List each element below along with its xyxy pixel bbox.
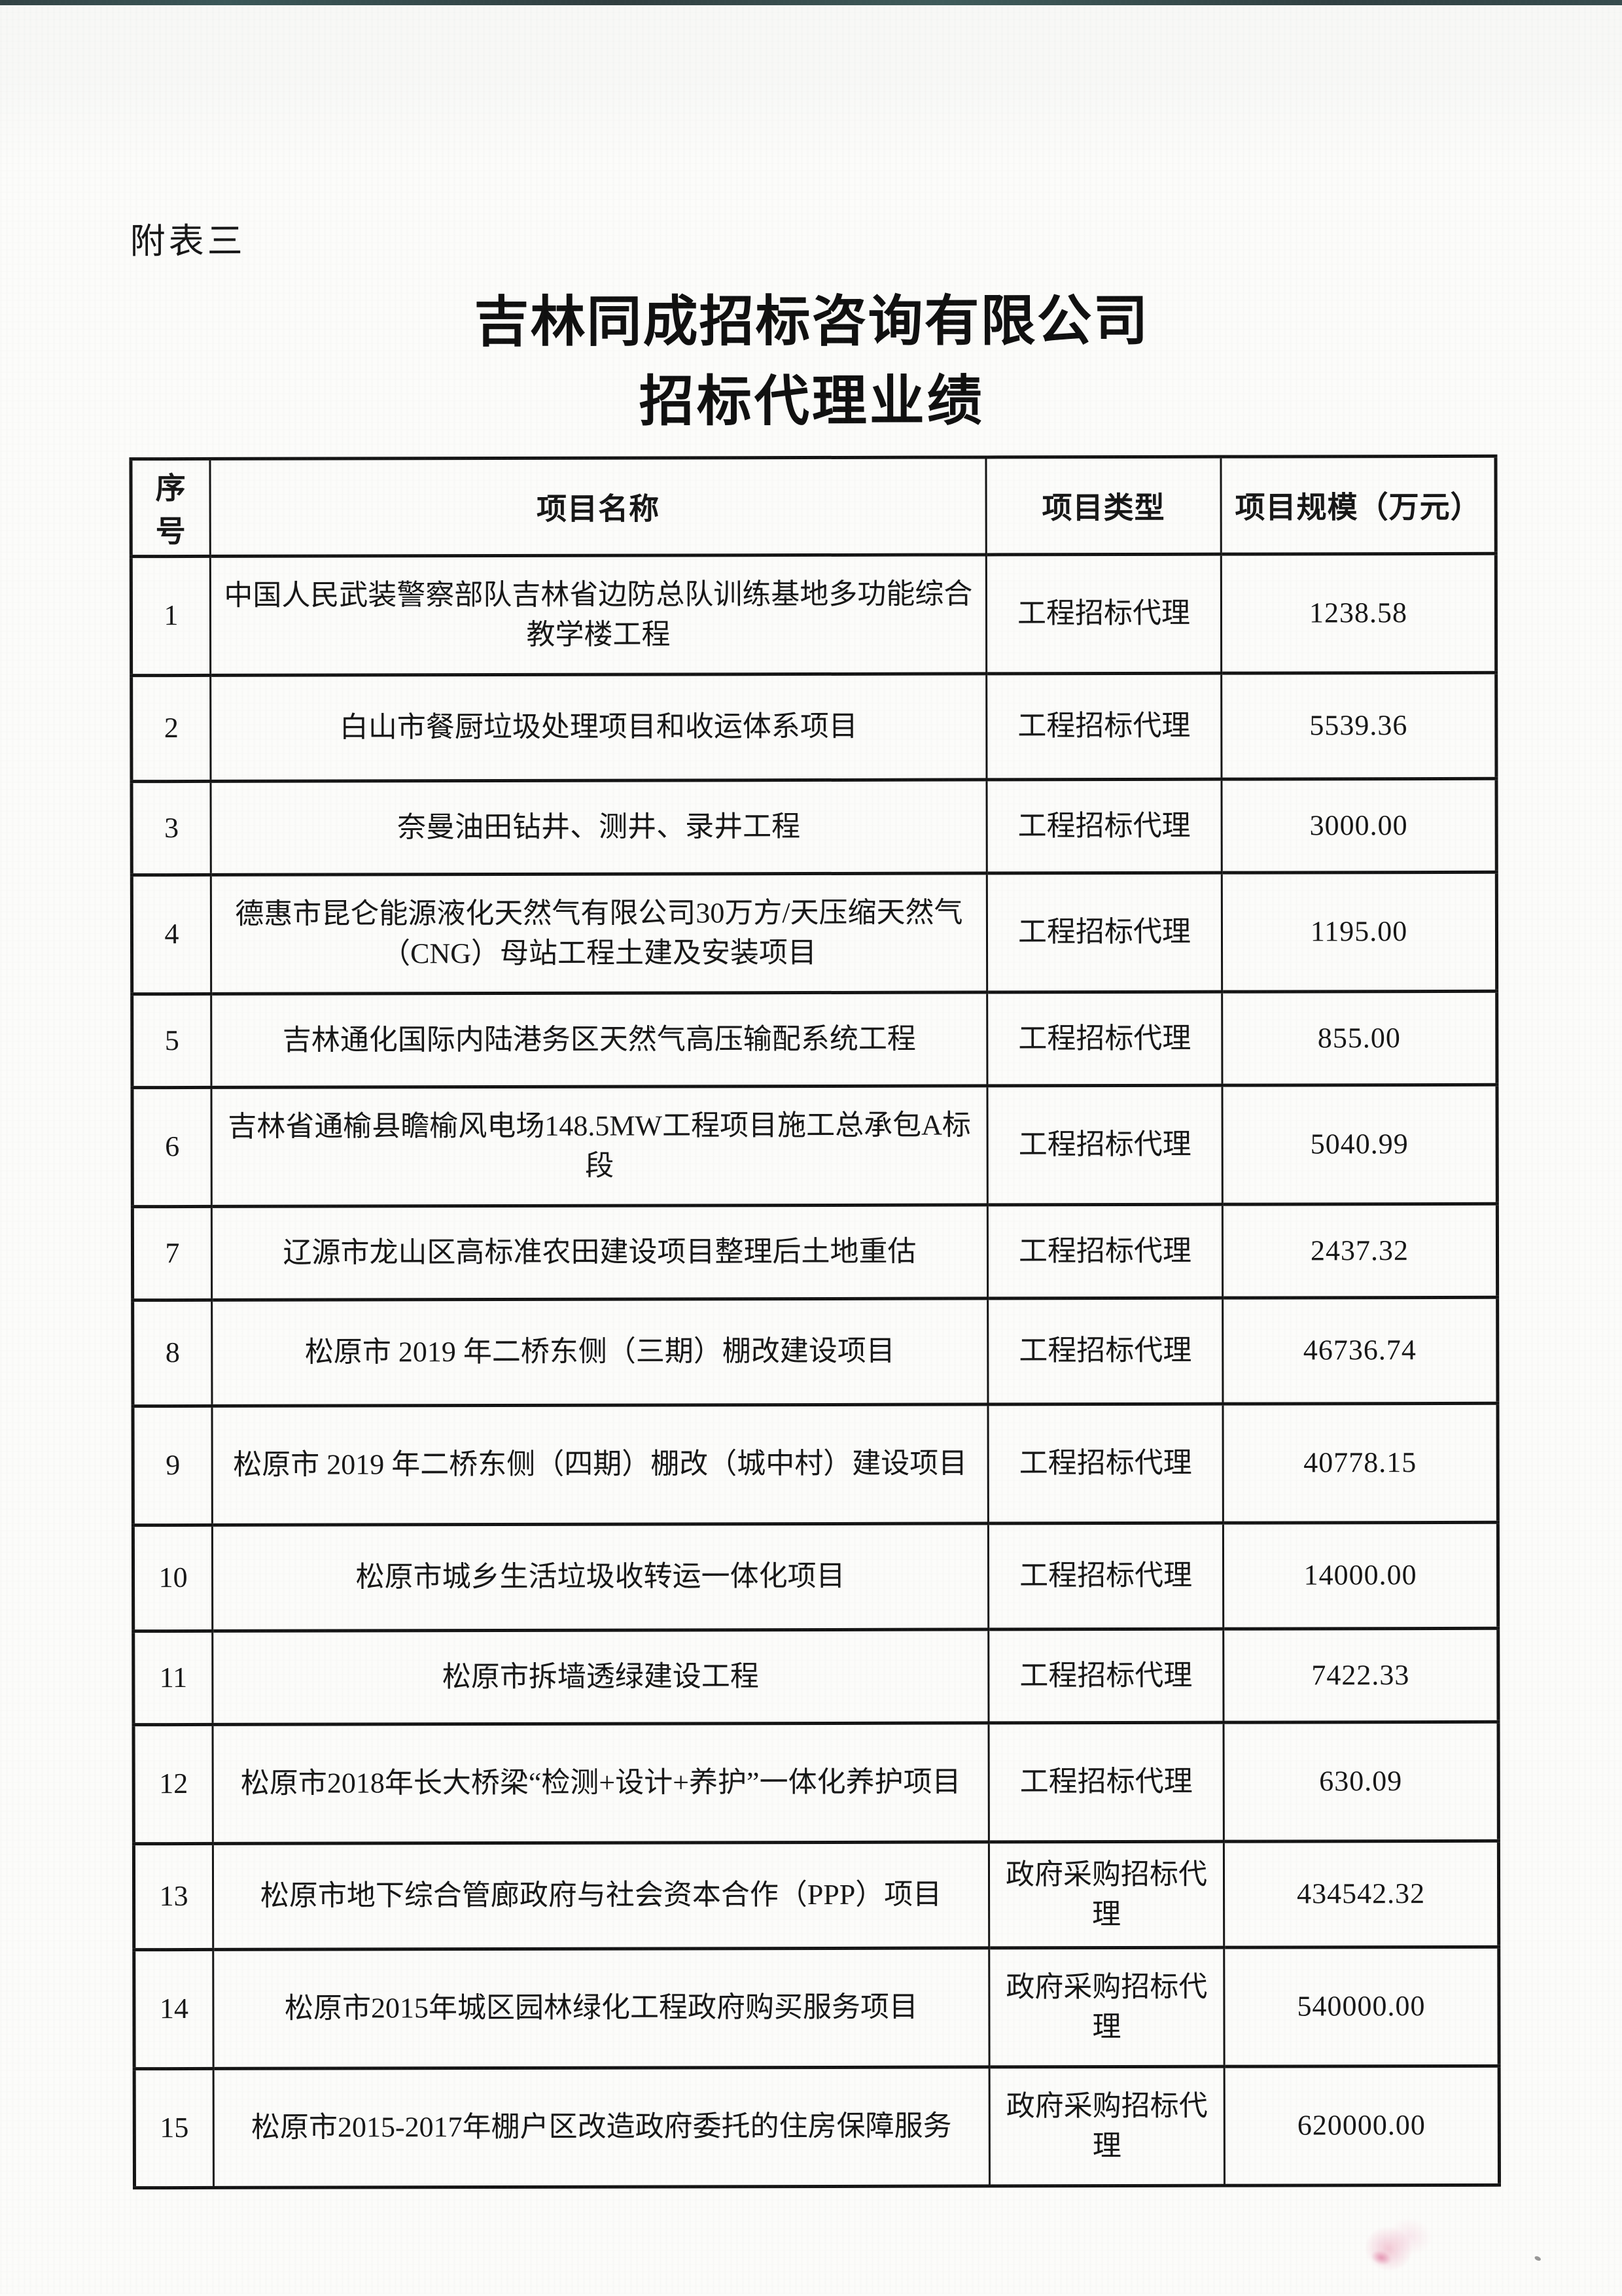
table-row: 3 奈曼油田钻井、测井、录井工程 工程招标代理 3000.00 bbox=[131, 778, 1497, 875]
cell-project-name: 吉林通化国际内陆港务区天然气高压输配系统工程 bbox=[211, 992, 987, 1088]
cell-index: 15 bbox=[134, 2068, 214, 2188]
cell-project-type: 政府采购招标代理 bbox=[989, 1947, 1225, 2067]
table-row: 5 吉林通化国际内陆港务区天然气高压输配系统工程 工程招标代理 855.00 bbox=[132, 991, 1497, 1088]
cell-project-name: 中国人民武装警察部队吉林省边防总队训练基地多功能综合教学楼工程 bbox=[210, 554, 987, 676]
cell-project-scale: 5539.36 bbox=[1221, 672, 1496, 780]
cell-project-type: 工程招标代理 bbox=[986, 779, 1222, 873]
cell-project-type: 工程招标代理 bbox=[986, 673, 1222, 780]
cell-project-type: 工程招标代理 bbox=[987, 1404, 1224, 1523]
cell-index: 12 bbox=[133, 1724, 213, 1844]
cell-project-scale: 1238.58 bbox=[1221, 553, 1496, 674]
cell-index: 10 bbox=[133, 1525, 213, 1631]
cell-index: 4 bbox=[132, 875, 211, 994]
pink-ink-smudge bbox=[1349, 2193, 1453, 2293]
cell-project-name: 松原市2015年城区园林绿化工程政府购买服务项目 bbox=[213, 1947, 990, 2069]
cell-project-type: 工程招标代理 bbox=[987, 1085, 1223, 1205]
table-row: 1 中国人民武装警察部队吉林省边防总队训练基地多功能综合教学楼工程 工程招标代理… bbox=[131, 553, 1496, 676]
header-project-name: 项目名称 bbox=[209, 457, 987, 557]
table-row: 8 松原市 2019 年二桥东侧（三期）棚改建设项目 工程招标代理 46736.… bbox=[132, 1297, 1498, 1406]
performance-table: 序号 项目名称 项目类型 项目规模（万元） 1 中国人民武装警察部队吉林省边防总… bbox=[129, 454, 1502, 2190]
cell-project-name: 松原市地下综合管廊政府与社会资本合作（PPP）项目 bbox=[213, 1841, 989, 1950]
cell-project-scale: 3000.00 bbox=[1221, 778, 1497, 873]
cell-project-scale: 620000.00 bbox=[1224, 2066, 1500, 2186]
table-row: 2 白山市餐厨垃圾处理项目和收运体系项目 工程招标代理 5539.36 bbox=[131, 672, 1496, 782]
cell-project-type: 工程招标代理 bbox=[989, 1722, 1224, 1842]
cell-project-scale: 540000.00 bbox=[1224, 1947, 1500, 2067]
scanner-edge-artifact bbox=[0, 0, 1622, 5]
cell-project-name: 松原市拆墙透绿建设工程 bbox=[212, 1629, 989, 1725]
cell-index: 6 bbox=[132, 1087, 212, 1207]
cell-project-type: 工程招标代理 bbox=[987, 873, 1222, 992]
cell-project-type: 政府采购招标代理 bbox=[989, 2066, 1225, 2186]
cell-index: 7 bbox=[132, 1206, 212, 1300]
document-subtitle: 招标代理业绩 bbox=[639, 370, 985, 432]
cell-project-name: 辽源市龙山区高标准农田建设项目整理后土地重估 bbox=[211, 1204, 988, 1300]
cell-project-type: 工程招标代理 bbox=[988, 1523, 1224, 1629]
header-project-type: 项目类型 bbox=[985, 457, 1222, 555]
cell-project-scale: 2437.32 bbox=[1222, 1204, 1498, 1298]
table-body: 1 中国人民武装警察部队吉林省边防总队训练基地多功能综合教学楼工程 工程招标代理… bbox=[131, 553, 1500, 2188]
cell-project-name: 德惠市昆仑能源液化天然气有限公司30万方/天压缩天然气（CNG）母站工程土建及安… bbox=[211, 873, 987, 994]
cell-index: 1 bbox=[131, 556, 211, 676]
cell-project-type: 政府采购招标代理 bbox=[989, 1841, 1224, 1948]
cell-project-name: 奈曼油田钻井、测井、录井工程 bbox=[210, 779, 987, 875]
cell-index: 14 bbox=[133, 1949, 214, 2069]
ink-speck bbox=[1534, 2255, 1542, 2262]
header-row: 序号 项目名称 项目类型 项目规模（万元） bbox=[130, 456, 1496, 557]
cell-project-name: 松原市 2019 年二桥东侧（四期）棚改（城中村）建设项目 bbox=[211, 1404, 989, 1525]
cell-project-name: 松原市 2019 年二桥东侧（三期）棚改建设项目 bbox=[211, 1298, 988, 1406]
table-row: 11 松原市拆墙透绿建设工程 工程招标代理 7422.33 bbox=[133, 1628, 1499, 1725]
header-project-scale: 项目规模（万元） bbox=[1220, 456, 1496, 555]
cell-index: 5 bbox=[132, 994, 211, 1088]
table-row: 4 德惠市昆仑能源液化天然气有限公司30万方/天压缩天然气（CNG）母站工程土建… bbox=[132, 872, 1497, 994]
table-row: 10 松原市城乡生活垃圾收转运一体化项目 工程招标代理 14000.00 bbox=[133, 1522, 1498, 1631]
cell-index: 9 bbox=[133, 1406, 213, 1525]
attachment-label: 附表三 bbox=[130, 221, 246, 262]
cell-project-type: 工程招标代理 bbox=[987, 1204, 1223, 1298]
table-header: 序号 项目名称 项目类型 项目规模（万元） bbox=[130, 456, 1496, 557]
cell-project-name: 松原市2015-2017年棚户区改造政府委托的住房保障服务 bbox=[213, 2066, 990, 2188]
cell-project-scale: 46736.74 bbox=[1222, 1297, 1498, 1404]
header-index: 序号 bbox=[130, 459, 211, 557]
cell-project-scale: 14000.00 bbox=[1223, 1522, 1498, 1629]
cell-project-name: 松原市城乡生活垃圾收转运一体化项目 bbox=[212, 1523, 989, 1631]
cell-index: 13 bbox=[133, 1843, 213, 1950]
cell-project-scale: 5040.99 bbox=[1222, 1085, 1498, 1205]
table-row: 6 吉林省通榆县瞻榆风电场148.5MW工程项目施工总承包A标段 工程招标代理 … bbox=[132, 1085, 1498, 1207]
cell-index: 11 bbox=[133, 1631, 213, 1725]
cell-project-type: 工程招标代理 bbox=[986, 554, 1222, 674]
cell-project-type: 工程招标代理 bbox=[987, 992, 1222, 1086]
cell-index: 3 bbox=[131, 781, 211, 875]
table-row: 9 松原市 2019 年二桥东侧（四期）棚改（城中村）建设项目 工程招标代理 4… bbox=[133, 1403, 1498, 1525]
table-row: 12 松原市2018年长大桥梁“检测+设计+养护”一体化养护项目 工程招标代理 … bbox=[133, 1722, 1499, 1844]
cell-project-name: 白山市餐厨垃圾处理项目和收运体系项目 bbox=[210, 673, 987, 782]
cell-project-type: 工程招标代理 bbox=[988, 1629, 1224, 1723]
cell-index: 2 bbox=[131, 675, 211, 782]
cell-project-scale: 434542.32 bbox=[1224, 1841, 1499, 1948]
cell-project-scale: 855.00 bbox=[1222, 991, 1497, 1086]
cell-project-scale: 40778.15 bbox=[1222, 1403, 1498, 1523]
cell-project-scale: 7422.33 bbox=[1223, 1628, 1499, 1723]
table-row: 13 松原市地下综合管廊政府与社会资本合作（PPP）项目 政府采购招标代理 43… bbox=[133, 1841, 1499, 1950]
cell-project-name: 松原市2018年长大桥梁“检测+设计+养护”一体化养护项目 bbox=[213, 1722, 989, 1844]
company-title: 吉林同成招标咨询有限公司 bbox=[474, 289, 1150, 353]
cell-project-scale: 630.09 bbox=[1224, 1722, 1499, 1842]
cell-index: 8 bbox=[132, 1300, 212, 1406]
table-row: 14 松原市2015年城区园林绿化工程政府购买服务项目 政府采购招标代理 540… bbox=[133, 1947, 1500, 2069]
cell-project-scale: 1195.00 bbox=[1222, 872, 1497, 992]
cell-project-type: 工程招标代理 bbox=[987, 1298, 1223, 1404]
table-row: 7 辽源市龙山区高标准农田建设项目整理后土地重估 工程招标代理 2437.32 bbox=[132, 1204, 1498, 1300]
cell-project-name: 吉林省通榆县瞻榆风电场148.5MW工程项目施工总承包A标段 bbox=[211, 1085, 988, 1207]
table-row: 15 松原市2015-2017年棚户区改造政府委托的住房保障服务 政府采购招标代… bbox=[134, 2066, 1500, 2188]
